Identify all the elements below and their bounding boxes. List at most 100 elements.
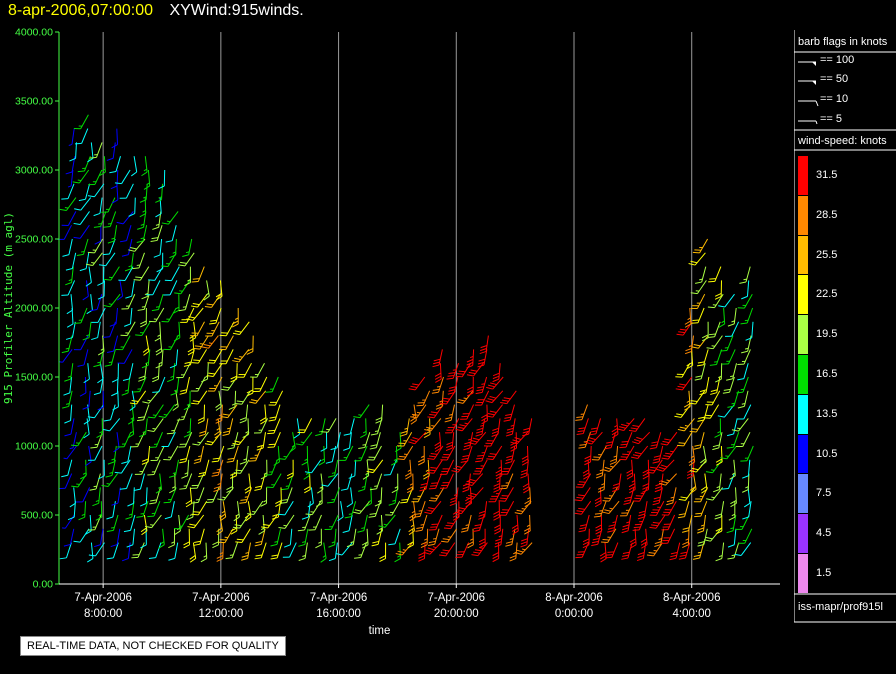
wind-barb <box>522 418 533 437</box>
wind-barb <box>449 487 459 507</box>
barb-staff <box>665 473 677 486</box>
barb-half-flag <box>147 399 151 402</box>
barb-staff <box>394 528 401 545</box>
barb-flag <box>717 415 725 418</box>
wind-barb <box>714 418 722 438</box>
wind-barb <box>408 431 427 445</box>
wind-barb <box>315 418 326 437</box>
barb-half-flag <box>599 510 603 512</box>
wind-barb <box>85 445 92 467</box>
barb-half-flag <box>140 237 145 240</box>
barb-staff <box>484 501 488 518</box>
barb-flag <box>85 530 92 535</box>
barb-half-flag <box>82 472 87 475</box>
barb-flag <box>104 364 112 367</box>
barb-flag <box>630 427 638 430</box>
barb-flag <box>522 483 529 488</box>
barb-flag <box>378 525 386 528</box>
barb-staff <box>139 266 150 281</box>
barb-flag <box>742 475 749 479</box>
barb-flag <box>458 399 466 402</box>
barb-flag <box>328 558 336 562</box>
barb-flag <box>463 444 471 448</box>
barb-staff <box>255 390 267 404</box>
barb-half-flag <box>69 447 74 450</box>
barb-flag <box>420 544 428 549</box>
barb-staff <box>137 542 145 558</box>
wind-barb <box>439 459 455 475</box>
barb-half-flag <box>176 334 180 337</box>
barb-staff <box>260 542 267 558</box>
barb-flag <box>445 432 452 434</box>
barb-half-flag <box>151 512 156 515</box>
barb-flag <box>500 497 507 500</box>
wind-barb <box>636 542 647 562</box>
barb-flag <box>428 540 436 544</box>
barb-flag <box>186 318 194 321</box>
wind-barb <box>344 501 357 519</box>
barb-flag <box>219 539 227 541</box>
speed-swatch <box>798 195 808 235</box>
barb-flag <box>105 474 113 478</box>
barb-flag <box>259 417 267 422</box>
barb-flag <box>477 399 485 401</box>
barb-flag <box>194 540 201 544</box>
wind-barb <box>89 142 103 159</box>
barb-half-flag <box>670 450 674 453</box>
barb-staff <box>123 431 132 447</box>
wind-barb <box>93 376 104 396</box>
wind-barb <box>376 514 383 535</box>
barb-flag <box>602 500 610 502</box>
barb-staff <box>492 376 504 390</box>
barb-flag <box>281 499 288 501</box>
wind-barb <box>408 376 426 391</box>
barb-staff <box>100 363 104 380</box>
barb-flag <box>131 400 139 402</box>
wind-barb <box>205 321 220 337</box>
wind-barb <box>212 528 220 549</box>
speed-swatch <box>798 394 808 434</box>
wind-barb <box>111 487 121 506</box>
barb-flag <box>262 523 270 527</box>
barb-half-flag <box>393 458 398 462</box>
barb-staff <box>372 459 384 473</box>
speed-legend-title: wind-speed: knots <box>798 135 887 147</box>
barb-flag <box>127 420 135 425</box>
barb-staff <box>695 390 706 405</box>
barb-flag <box>494 524 501 529</box>
barb-flag <box>660 464 668 468</box>
barb-flag <box>693 501 701 503</box>
wind-barb <box>116 211 134 225</box>
barb-staff <box>193 514 205 529</box>
barb-staff <box>180 280 191 294</box>
wind-barb <box>67 169 74 188</box>
barb-flag <box>629 489 636 494</box>
barb-flag <box>361 544 369 549</box>
barb-flag <box>446 429 454 431</box>
barb-flag <box>217 498 224 501</box>
wind-barb <box>214 418 221 439</box>
barb-flag <box>168 475 176 478</box>
barb-staff <box>731 321 740 337</box>
barb-half-flag <box>186 430 191 434</box>
barb-staff <box>327 418 337 433</box>
wind-barb <box>143 169 151 190</box>
barb-staff <box>157 363 160 380</box>
barb-flag <box>147 515 155 518</box>
barb-flag <box>232 526 240 529</box>
barb-half-flag <box>741 402 746 405</box>
barb-staff <box>89 514 92 531</box>
barb-staff <box>171 266 180 281</box>
barb-half-flag <box>599 469 604 472</box>
wind-barb <box>742 501 752 520</box>
wind-barb <box>131 542 145 559</box>
barb-flag <box>270 557 278 560</box>
barb-half-flag <box>626 521 630 524</box>
barb-flag <box>712 444 720 448</box>
wind-barb <box>304 459 322 474</box>
barb-flag <box>597 486 605 490</box>
wind-barb <box>97 280 105 300</box>
barb-flag <box>489 410 497 413</box>
barb-half-flag <box>158 361 163 365</box>
barb-flag <box>220 360 228 362</box>
